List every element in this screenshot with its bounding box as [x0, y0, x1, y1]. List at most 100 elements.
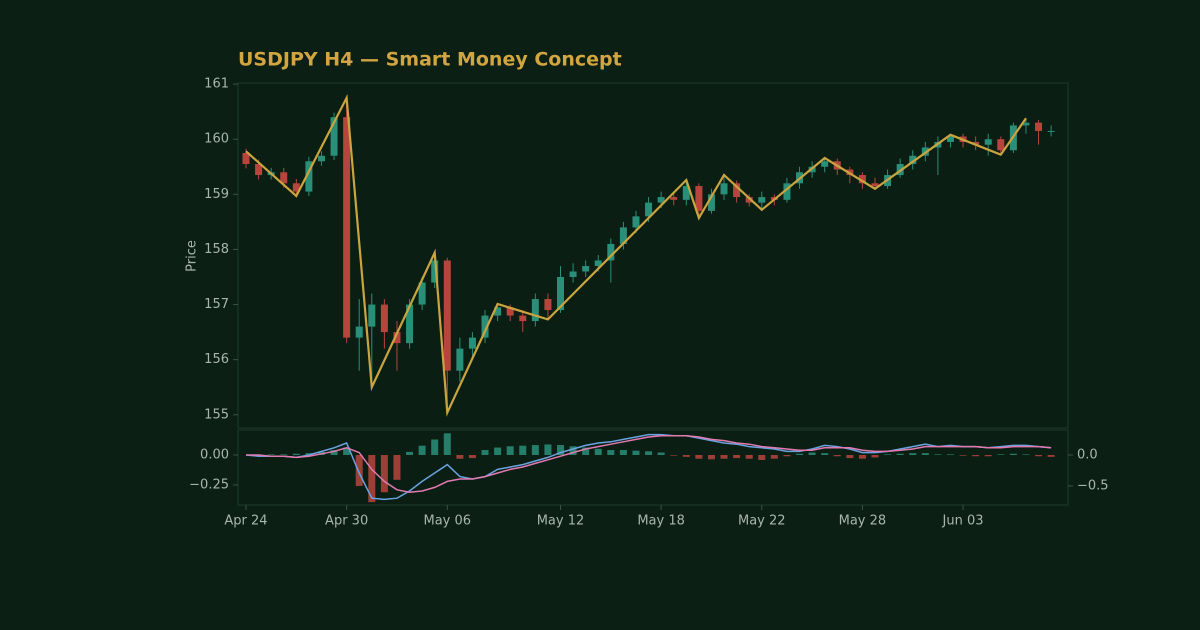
histogram-bar: [645, 451, 653, 455]
histogram-bar: [821, 453, 829, 455]
y-tick-label: 0.00: [200, 447, 229, 462]
histogram-bar: [1047, 455, 1055, 457]
x-tick-label: May 12: [537, 514, 585, 529]
candle-body: [972, 141, 980, 145]
histogram-bar: [997, 454, 1005, 455]
candle-body: [997, 139, 1005, 151]
candle-body: [821, 161, 829, 167]
candle-body: [858, 175, 866, 184]
histogram-bar: [946, 454, 954, 455]
histogram-bar: [280, 454, 288, 455]
histogram-bar: [343, 447, 351, 455]
y-tick-label: 160: [204, 132, 229, 147]
histogram-bar: [494, 447, 502, 455]
histogram-bar: [921, 453, 929, 455]
y-axis-label: Price: [185, 240, 200, 272]
histogram-bar: [531, 445, 539, 455]
histogram-bar: [330, 450, 338, 455]
histogram-bar: [858, 455, 866, 459]
candle-body: [909, 155, 917, 165]
candle-body: [431, 260, 439, 283]
candle-body: [330, 117, 338, 156]
candle-body: [519, 315, 527, 322]
macd-line: [245, 433, 1052, 501]
candle-body: [1047, 130, 1055, 132]
x-tick-label: Jun 03: [942, 514, 984, 529]
candle-body: [946, 136, 954, 142]
y-tick-label: −0.5: [1077, 479, 1109, 494]
histogram-bar: [770, 455, 778, 459]
histogram-bar: [1022, 454, 1030, 455]
candle-body: [355, 326, 363, 338]
candle-body: [343, 117, 351, 338]
candle-body: [544, 299, 552, 311]
candle-body: [984, 139, 992, 145]
histogram-bar: [443, 433, 451, 455]
histogram-bar: [758, 455, 766, 460]
candle-body: [531, 299, 539, 322]
x-tick-label: May 28: [839, 514, 887, 529]
y-tick-label: −0.25: [189, 477, 229, 492]
candle-body: [720, 183, 728, 195]
candle-body: [557, 276, 564, 311]
x-tick-label: Apr 24: [224, 514, 267, 529]
histogram-bar: [406, 451, 414, 455]
histogram-bar: [884, 454, 892, 455]
candle-body: [607, 243, 615, 261]
histogram-bar: [959, 455, 967, 456]
histogram-bar: [544, 444, 552, 455]
histogram-bar: [607, 450, 615, 455]
histogram-bar: [808, 452, 816, 455]
candle-body: [280, 172, 288, 184]
y-tick-label: 161: [204, 77, 229, 92]
histogram-bar: [833, 455, 841, 457]
histogram-bar: [682, 455, 690, 457]
histogram-bar: [871, 455, 879, 458]
candle-body: [242, 152, 250, 165]
y-tick-label: 156: [204, 352, 229, 367]
histogram-bar: [1035, 455, 1043, 457]
histogram-bar: [368, 455, 376, 503]
x-tick-label: May 18: [637, 514, 685, 529]
candle-body: [657, 197, 665, 203]
candle-body: [481, 315, 489, 338]
candle-body: [569, 271, 577, 277]
histogram-bar: [695, 455, 703, 459]
y-tick-label: 159: [204, 187, 229, 202]
candle-body: [632, 216, 640, 228]
histogram-bar: [670, 455, 678, 456]
candle-body: [406, 304, 414, 344]
candle-body: [1022, 122, 1030, 126]
price-panel: [237, 82, 1069, 429]
histogram-bar: [380, 455, 388, 493]
candle-body: [380, 304, 388, 333]
histogram-bar: [796, 453, 804, 455]
candle-body: [582, 265, 590, 272]
histogram-bar: [745, 455, 753, 459]
histogram-bar: [720, 455, 728, 459]
x-tick-label: May 22: [738, 514, 786, 529]
x-tick-label: May 06: [423, 514, 471, 529]
candle-body: [619, 227, 627, 244]
chart-title: USDJPY H4 — Smart Money Concept: [238, 49, 622, 71]
candle-body: [393, 332, 401, 344]
histogram-bar: [972, 455, 980, 457]
histogram-bar: [896, 453, 904, 455]
macd-line: [246, 435, 1052, 493]
histogram-bar: [707, 455, 715, 460]
candle-body: [317, 155, 325, 162]
histogram-bar: [582, 447, 590, 455]
histogram-bar: [657, 452, 665, 455]
candle-body: [506, 307, 514, 316]
candle-body: [871, 183, 879, 187]
candle-body: [645, 202, 653, 217]
x-tick-label: Apr 30: [325, 514, 368, 529]
candle-body: [468, 337, 476, 349]
histogram-bar: [594, 448, 602, 455]
candle-body: [594, 260, 602, 266]
histogram-bar: [733, 455, 741, 459]
histogram-bar: [632, 450, 640, 455]
candle-body: [783, 183, 791, 200]
